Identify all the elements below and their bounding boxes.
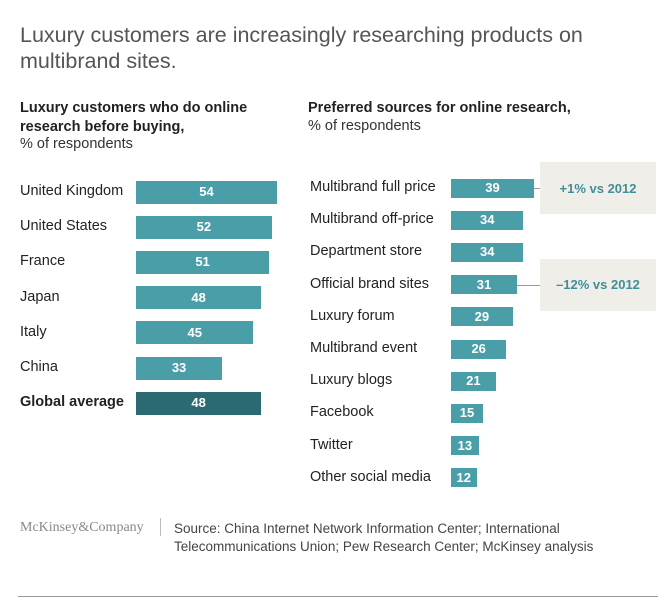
- chart-subtitle: % of respondents: [308, 118, 421, 134]
- chart-title: Luxury customers who do online research …: [20, 100, 248, 135]
- category-label: Other social media: [310, 468, 431, 485]
- bar: [136, 391, 262, 415]
- bar: [451, 339, 507, 359]
- category-label: United States: [20, 218, 108, 235]
- bar: [451, 210, 524, 230]
- data-label: 34: [479, 212, 495, 228]
- chart-subtitle: % of respondents: [20, 136, 133, 152]
- category-label: United Kingdom: [20, 183, 124, 199]
- bar: [451, 468, 477, 488]
- data-label: 48: [191, 289, 206, 305]
- source: Source: China Internet Network Informati…: [174, 521, 594, 554]
- data-label: 29: [474, 308, 490, 324]
- bar: [136, 250, 270, 274]
- data-label: 48: [191, 395, 206, 411]
- data-label: 51: [195, 254, 210, 270]
- bar: [136, 215, 272, 239]
- page-title: Luxury customers are increasingly resear…: [20, 23, 583, 73]
- bar: [136, 180, 277, 204]
- bar: [451, 242, 524, 262]
- data-label: 54: [199, 184, 214, 199]
- category-label: Multibrand full price: [310, 179, 436, 195]
- category-label: Multibrand off-price: [310, 211, 434, 228]
- bar: [451, 403, 483, 423]
- category-label: Facebook: [310, 404, 374, 421]
- category-label: Multibrand event: [310, 340, 418, 356]
- category-label: Department store: [310, 243, 423, 260]
- brand: McKinsey&Company: [20, 520, 144, 535]
- data-label: 26: [471, 341, 486, 356]
- connector: [534, 188, 540, 189]
- separator: [160, 518, 161, 536]
- bar: [136, 286, 262, 310]
- data-label: 34: [479, 244, 495, 260]
- data-label: 12: [456, 469, 471, 485]
- annotation: –12% vs 2012: [540, 258, 656, 311]
- bottom-rule: [18, 596, 658, 597]
- data-label: 13: [457, 437, 473, 453]
- data-label: 15: [459, 405, 475, 421]
- data-label: 31: [476, 276, 492, 292]
- category-label: Italy: [20, 323, 47, 340]
- category-label: China: [20, 359, 58, 375]
- annotation: +1% vs 2012: [540, 162, 656, 214]
- bar: [451, 436, 479, 456]
- category-label: Japan: [20, 288, 60, 305]
- data-label: 39: [485, 180, 500, 195]
- bar: [451, 178, 535, 198]
- bar: [136, 321, 254, 345]
- category-label: Luxury forum: [310, 307, 395, 324]
- chart-title: Preferred sources for online research,: [308, 100, 571, 116]
- data-label: 52: [196, 219, 212, 235]
- category-label: Global average: [20, 394, 124, 411]
- bar: [136, 356, 223, 380]
- category-label: France: [20, 253, 66, 270]
- category-label: Official brand sites: [310, 275, 430, 292]
- connector: [517, 284, 540, 286]
- category-label: Luxury blogs: [310, 372, 393, 389]
- data-label: 21: [466, 373, 481, 389]
- bar: [451, 275, 518, 295]
- category-label: Twitter: [310, 436, 353, 453]
- data-label: 33: [171, 360, 187, 375]
- bar: [451, 307, 513, 327]
- data-label: 45: [187, 324, 202, 340]
- bar: [451, 371, 496, 391]
